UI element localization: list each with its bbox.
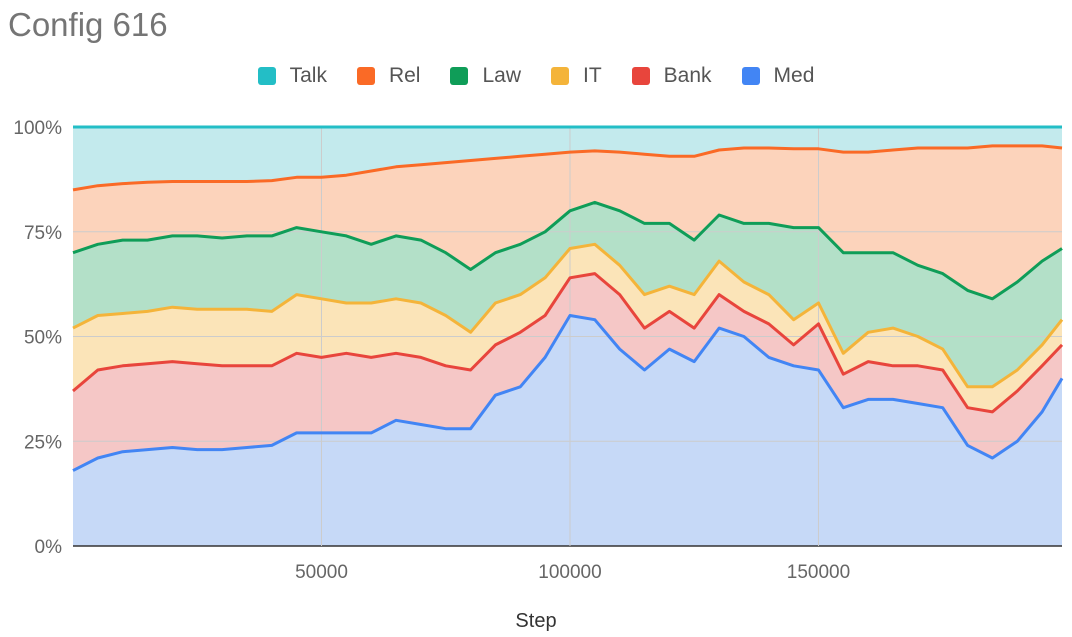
- legend-swatch-law: [450, 67, 469, 85]
- legend-label-it: IT: [583, 64, 602, 87]
- y-tick-label: 75%: [24, 223, 62, 244]
- line-bank: [72, 272, 1064, 414]
- legend-label-rel: Rel: [388, 64, 421, 87]
- legend-label-law: Law: [482, 64, 521, 87]
- legend-swatch-med: [741, 67, 760, 85]
- chart-title: Config 616: [8, 6, 168, 43]
- line-rel: [72, 144, 1063, 192]
- legend-swatch-rel: [356, 67, 375, 85]
- line-law: [72, 200, 1063, 301]
- legend-item-rel: Rel: [356, 64, 421, 88]
- legend-label-bank: Bank: [663, 64, 712, 87]
- y-tick-label: 0%: [35, 537, 63, 558]
- legend-label-med: Med: [773, 64, 815, 87]
- y-tick-label: 100%: [13, 118, 62, 139]
- legend-item-law: Law: [450, 64, 521, 88]
- x-tick-label: 50000: [295, 562, 348, 583]
- x-axis-label: Step: [515, 610, 557, 632]
- legend-item-talk: Talk: [257, 64, 327, 88]
- x-tick-label: 150000: [787, 562, 850, 583]
- legend: Talk Rel Law IT Bank Med: [0, 64, 1072, 88]
- legend-swatch-it: [551, 67, 569, 85]
- legend-item-med: Med: [741, 64, 815, 88]
- y-tick-label: 50%: [24, 328, 62, 349]
- legend-swatch-bank: [631, 67, 650, 85]
- y-tick-label: 25%: [24, 432, 62, 453]
- x-tick-label: 100000: [538, 562, 601, 583]
- line-it: [72, 242, 1064, 389]
- line-med: [72, 314, 1064, 472]
- area-med: [73, 315, 1062, 546]
- legend-label-talk: Talk: [289, 64, 327, 87]
- legend-swatch-talk: [257, 67, 276, 85]
- legend-item-it: IT: [551, 64, 602, 88]
- legend-item-bank: Bank: [631, 64, 712, 88]
